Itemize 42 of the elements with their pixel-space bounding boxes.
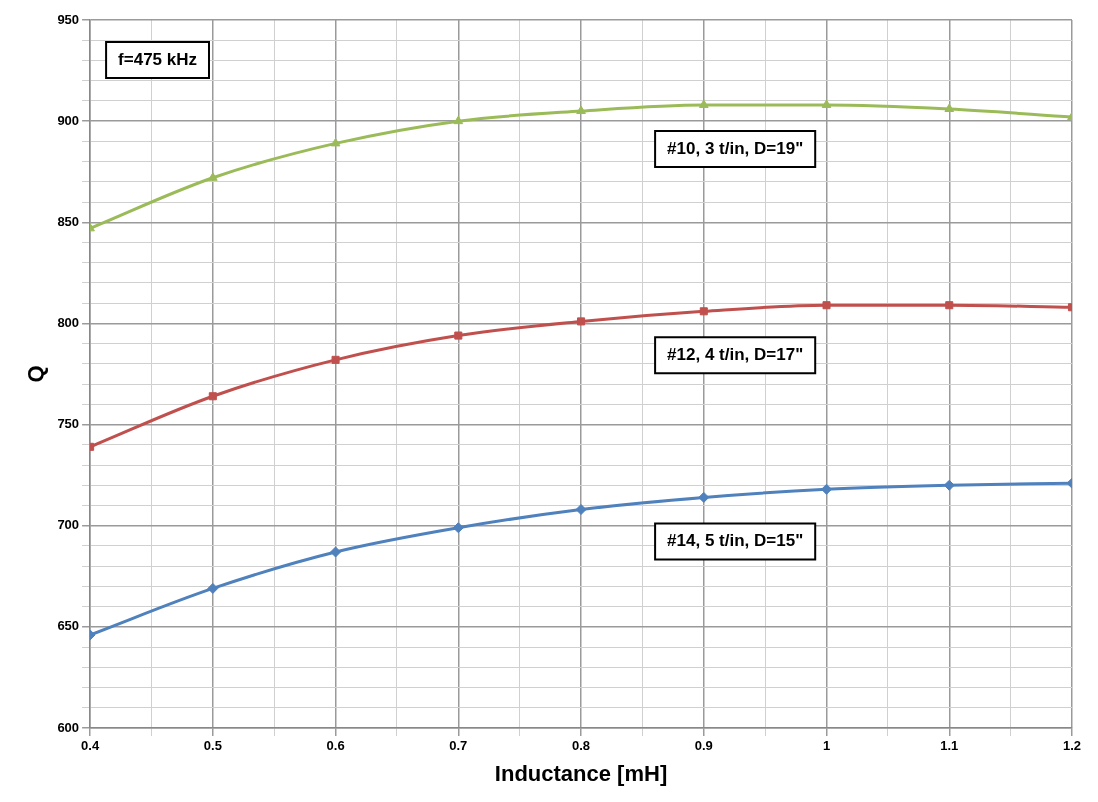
series-label: #14, 5 t/in, D=15" (667, 531, 804, 551)
x-axis-title: Inductance [mH] (494, 760, 668, 786)
x-tick-label: 0.8 (572, 738, 591, 754)
y-axis-title: Q (23, 365, 49, 383)
x-tick-label: 0.5 (203, 738, 222, 754)
point (821, 99, 832, 108)
y-tick-label: 750 (57, 416, 80, 432)
annotation: f=475 kHz (118, 49, 197, 69)
point (331, 355, 340, 364)
y-tick-label: 650 (57, 618, 80, 634)
point (577, 317, 586, 326)
series-label: #12, 4 t/in, D=17" (667, 344, 804, 364)
x-tick-label: 0.6 (326, 738, 345, 754)
point (208, 392, 217, 401)
point (698, 99, 709, 108)
x-tick-label: 0.9 (694, 738, 713, 754)
point (453, 115, 464, 125)
point (207, 582, 219, 594)
x-tick-label: 1.1 (940, 738, 959, 754)
point (699, 307, 708, 316)
x-tick-label: 0.4 (81, 738, 100, 754)
y-tick-label: 600 (57, 719, 80, 735)
point (454, 331, 463, 340)
x-tick-label: 1.2 (1062, 738, 1082, 754)
point (208, 172, 218, 181)
y-tick-label: 850 (57, 213, 80, 229)
y-tick-label: 900 (57, 112, 80, 128)
point (944, 103, 955, 113)
y-tick-label: 800 (57, 315, 80, 331)
y-tick-label: 950 (57, 11, 80, 27)
point (822, 301, 831, 310)
x-tick-label: 1 (822, 738, 831, 754)
point (330, 546, 342, 558)
point (576, 105, 586, 115)
point (575, 504, 587, 516)
x-tick-label: 0.7 (449, 738, 468, 754)
point (698, 491, 710, 503)
y-tick-label: 700 (57, 517, 80, 533)
series-label: #10, 3 t/in, D=19" (667, 138, 804, 158)
point (945, 301, 954, 310)
point (330, 137, 341, 147)
point (452, 522, 464, 534)
